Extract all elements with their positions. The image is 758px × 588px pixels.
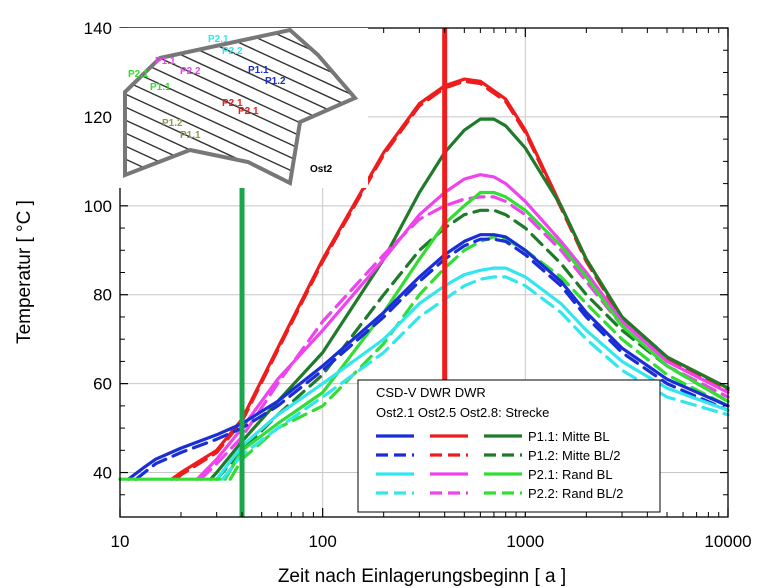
series-layer bbox=[118, 77, 730, 481]
legend: CSD-V DWR DWR Ost2.1 Ost2.5 Ost2.8: Stre… bbox=[357, 379, 661, 513]
legend-label: P2.1: Rand BL bbox=[528, 467, 613, 482]
x-tick-label: 10000 bbox=[704, 532, 751, 551]
series-line-11 bbox=[215, 266, 730, 481]
legend-label: P1.2: Mitte BL/2 bbox=[528, 448, 621, 463]
x-tick-label: 1000 bbox=[506, 532, 544, 551]
series-line-7 bbox=[223, 190, 730, 481]
inset-label: P1.2 bbox=[162, 118, 183, 129]
inset-hatch-line bbox=[125, 138, 355, 183]
y-tick-label: 140 bbox=[84, 19, 112, 38]
series-line-12 bbox=[220, 275, 730, 481]
y-tick-label: 100 bbox=[84, 197, 112, 216]
inset-label: P1.1 bbox=[180, 130, 201, 141]
inset-label: P1.1 bbox=[248, 65, 269, 76]
inset-hatch-line bbox=[125, 86, 355, 183]
inset-label: P2.1 bbox=[222, 98, 243, 109]
x-axis-title: Zeit nach Einlagerungsbeginn [ a ] bbox=[278, 566, 566, 587]
series-line-8 bbox=[228, 235, 730, 481]
inset-hatch-line bbox=[125, 30, 355, 117]
inset-label: Ost2 bbox=[310, 164, 333, 175]
inset-label: P1.2 bbox=[265, 76, 286, 87]
y-tick-label: 60 bbox=[93, 375, 112, 394]
inset-label: P2.1 bbox=[128, 69, 149, 80]
y-tick-label: 120 bbox=[84, 108, 112, 127]
legend-header-line1: CSD-V DWR DWR bbox=[376, 385, 486, 400]
series-line-5 bbox=[195, 173, 730, 481]
vertical-markers bbox=[239, 28, 448, 517]
inset-label: P2.2 bbox=[222, 46, 243, 57]
inset-labels: P1.1P1.2P2.1P2.1P1.1P2.2P2.1P1.1P2.1P2.2… bbox=[128, 34, 333, 175]
inset-hatch-line bbox=[125, 30, 355, 91]
series-line-4 bbox=[215, 208, 730, 481]
inset-label: P2.1 bbox=[208, 34, 229, 45]
inset-label: P1.1 bbox=[150, 82, 171, 93]
legend-label: P2.2: Rand BL/2 bbox=[528, 486, 623, 501]
y-tick-label: 40 bbox=[93, 464, 112, 483]
inset-outline bbox=[123, 27, 359, 187]
legend-label: P1.1: Mitte BL bbox=[528, 429, 610, 444]
inset-label: P2.2 bbox=[180, 66, 201, 77]
inset-map: P1.1P1.2P2.1P2.1P1.1P2.2P2.1P1.1P2.1P2.2… bbox=[118, 27, 368, 188]
legend-box bbox=[357, 379, 661, 513]
inset-hatch-line bbox=[125, 125, 355, 183]
x-tick-label: 100 bbox=[308, 532, 336, 551]
legend-header-line2: Ost2.1 Ost2.5 Ost2.8: Strecke bbox=[376, 405, 549, 420]
y-tick-label: 80 bbox=[93, 286, 112, 305]
inset-label: P2.1 bbox=[238, 106, 259, 117]
inset-label: P1.1 bbox=[155, 56, 176, 67]
y-axis-title: Temperatur [ °C ] bbox=[14, 200, 35, 344]
series-line-10 bbox=[134, 237, 730, 481]
legend-rows: P1.1: Mitte BL P1.2: Mitte BL/2 P2.1: Rand… bbox=[376, 429, 623, 501]
x-tick-label: 10 bbox=[111, 532, 130, 551]
inset-hatch-line bbox=[125, 30, 355, 104]
